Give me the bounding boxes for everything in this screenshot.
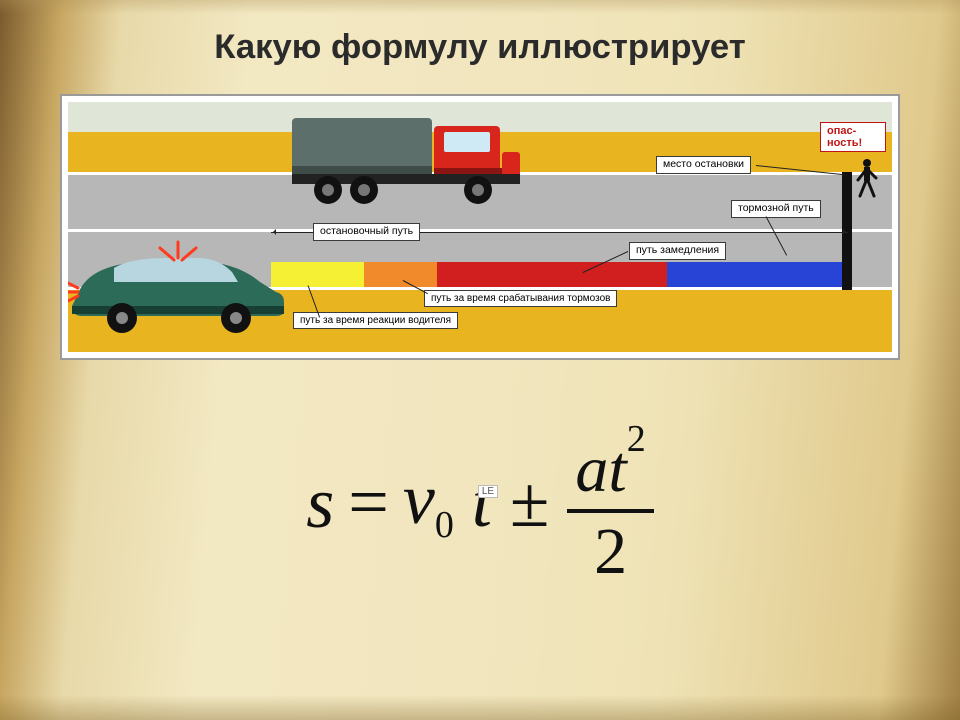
stopping-distance-label: остановочный путь — [313, 223, 420, 241]
plus-minus-sign: ± — [510, 461, 550, 544]
formula-v: v — [403, 459, 435, 539]
formula-fraction: at2 2 — [567, 420, 653, 585]
car-icon — [68, 240, 290, 336]
danger-line1: опас- — [827, 125, 856, 137]
fraction-numerator: at2 — [567, 420, 653, 509]
truck-icon — [288, 108, 538, 206]
formula-s: s — [306, 467, 334, 539]
ole-badge: LE — [478, 485, 498, 498]
formula-v0: v0 — [403, 458, 454, 547]
danger-line2: ность! — [827, 137, 862, 149]
callout-stop-point: место остановки — [656, 156, 751, 174]
page-title: Какую формулу иллюстрирует — [0, 28, 960, 67]
equals-sign: = — [348, 461, 389, 544]
formula-a: a — [575, 433, 608, 506]
danger-sign: опас- ность! — [820, 122, 886, 152]
callout-braking-path: тормозной путь — [731, 200, 821, 218]
formula-t: t LE — [472, 461, 492, 544]
pedestrian-icon — [856, 158, 878, 198]
diagram-frame: остановочный путь место остановки тормоз… — [60, 94, 900, 360]
segment-brake-lag — [364, 262, 437, 287]
fraction-denominator: 2 — [594, 513, 627, 585]
formula-t2: t — [608, 433, 626, 506]
callout-brake-lag-path: путь за время срабатывания тормозов — [424, 290, 617, 307]
segment-decel — [437, 262, 667, 287]
braking-distance-diagram: остановочный путь место остановки тормоз… — [68, 102, 892, 352]
formula-sub0: 0 — [435, 504, 454, 546]
callout-decel-path: путь замедления — [629, 242, 726, 260]
segment-braking — [667, 262, 842, 287]
formula: s = v0 t LE ± at2 2 — [0, 420, 960, 585]
slide-page: Какую формулу иллюстрирует остан — [0, 0, 960, 720]
formula-sup2: 2 — [627, 418, 646, 460]
